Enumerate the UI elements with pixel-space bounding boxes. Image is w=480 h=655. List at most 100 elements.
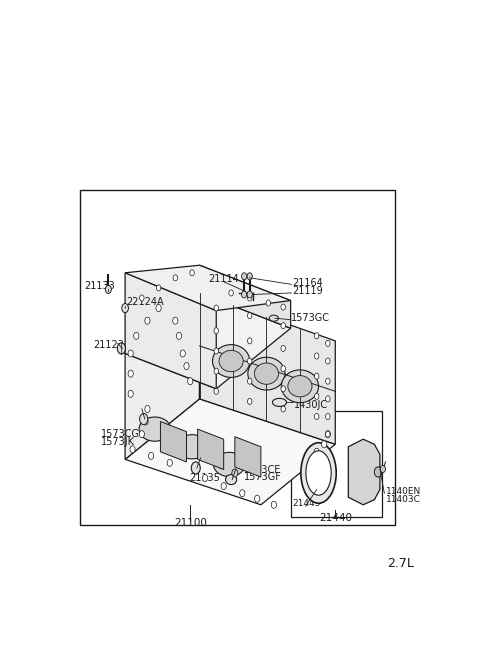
Text: 1573GF: 1573GF: [244, 472, 282, 482]
Text: 21133: 21133: [84, 282, 115, 291]
Bar: [81, 189, 395, 525]
Ellipse shape: [281, 370, 319, 403]
Polygon shape: [125, 293, 200, 459]
Circle shape: [130, 446, 135, 453]
Circle shape: [128, 350, 133, 357]
Circle shape: [156, 285, 161, 291]
Circle shape: [325, 431, 330, 437]
Circle shape: [184, 363, 189, 369]
Circle shape: [325, 396, 330, 402]
Circle shape: [190, 270, 194, 276]
Ellipse shape: [214, 453, 245, 477]
Circle shape: [139, 430, 144, 438]
Circle shape: [192, 462, 200, 474]
Circle shape: [188, 378, 193, 384]
Circle shape: [281, 323, 286, 329]
Circle shape: [266, 300, 271, 306]
Text: 22124A: 22124A: [126, 297, 164, 307]
Circle shape: [314, 333, 319, 339]
Circle shape: [145, 405, 150, 413]
Circle shape: [140, 413, 148, 424]
Circle shape: [221, 483, 226, 490]
Circle shape: [322, 441, 327, 448]
Circle shape: [254, 495, 260, 502]
Polygon shape: [160, 422, 186, 462]
Polygon shape: [125, 272, 216, 389]
Circle shape: [203, 474, 208, 481]
Text: 21164: 21164: [292, 278, 323, 288]
Circle shape: [241, 291, 247, 298]
Ellipse shape: [273, 398, 287, 406]
Circle shape: [325, 378, 330, 384]
Bar: [290, 411, 382, 517]
Circle shape: [314, 448, 319, 455]
Circle shape: [145, 317, 150, 324]
Text: 21123: 21123: [94, 340, 124, 350]
Circle shape: [214, 388, 218, 394]
Circle shape: [214, 348, 218, 354]
Ellipse shape: [288, 375, 312, 397]
Text: 21114: 21114: [208, 274, 239, 284]
Circle shape: [248, 358, 252, 364]
Circle shape: [106, 286, 111, 293]
Circle shape: [133, 332, 139, 339]
Circle shape: [281, 345, 286, 352]
Circle shape: [271, 501, 276, 508]
Circle shape: [314, 353, 319, 359]
Circle shape: [214, 368, 218, 374]
Polygon shape: [348, 440, 380, 505]
Ellipse shape: [226, 474, 237, 485]
Circle shape: [314, 373, 319, 379]
Ellipse shape: [306, 451, 331, 495]
Circle shape: [281, 386, 286, 392]
Text: 1573CG: 1573CG: [101, 429, 140, 440]
Text: 2.7L: 2.7L: [387, 557, 414, 570]
Polygon shape: [200, 293, 335, 444]
Text: 21440: 21440: [319, 514, 352, 523]
Text: 1573GC: 1573GC: [291, 313, 330, 323]
Circle shape: [167, 459, 172, 466]
Circle shape: [248, 378, 252, 384]
Circle shape: [128, 390, 133, 398]
Circle shape: [314, 393, 319, 400]
Text: 1140EN: 1140EN: [385, 487, 421, 496]
Circle shape: [156, 305, 161, 312]
Circle shape: [248, 312, 252, 319]
Polygon shape: [200, 265, 290, 328]
Circle shape: [214, 305, 218, 311]
Circle shape: [173, 317, 178, 324]
Ellipse shape: [269, 315, 278, 321]
Ellipse shape: [248, 357, 285, 390]
Text: 21443: 21443: [292, 499, 321, 508]
Circle shape: [247, 272, 252, 280]
Text: 1573JK: 1573JK: [101, 437, 135, 447]
Circle shape: [177, 332, 181, 339]
Ellipse shape: [213, 345, 250, 377]
Circle shape: [281, 365, 286, 371]
Circle shape: [143, 418, 148, 425]
Circle shape: [148, 453, 154, 459]
Circle shape: [325, 358, 330, 364]
Text: 1430JC: 1430JC: [294, 400, 328, 411]
Circle shape: [374, 467, 382, 477]
Polygon shape: [125, 293, 290, 389]
Circle shape: [314, 413, 319, 420]
Circle shape: [248, 295, 252, 301]
Text: 11403C: 11403C: [385, 495, 420, 504]
Circle shape: [180, 350, 185, 357]
Text: 21119: 21119: [292, 286, 323, 297]
Polygon shape: [198, 429, 224, 470]
Circle shape: [325, 430, 330, 438]
Circle shape: [325, 341, 330, 346]
Circle shape: [229, 290, 233, 296]
Polygon shape: [235, 437, 261, 477]
Circle shape: [248, 338, 252, 344]
Circle shape: [281, 406, 286, 412]
Text: 21135: 21135: [190, 473, 220, 483]
Circle shape: [247, 291, 252, 298]
Circle shape: [248, 398, 252, 404]
Text: 1433CE: 1433CE: [244, 464, 281, 474]
Ellipse shape: [219, 350, 243, 371]
Circle shape: [232, 469, 238, 477]
Circle shape: [240, 490, 245, 496]
